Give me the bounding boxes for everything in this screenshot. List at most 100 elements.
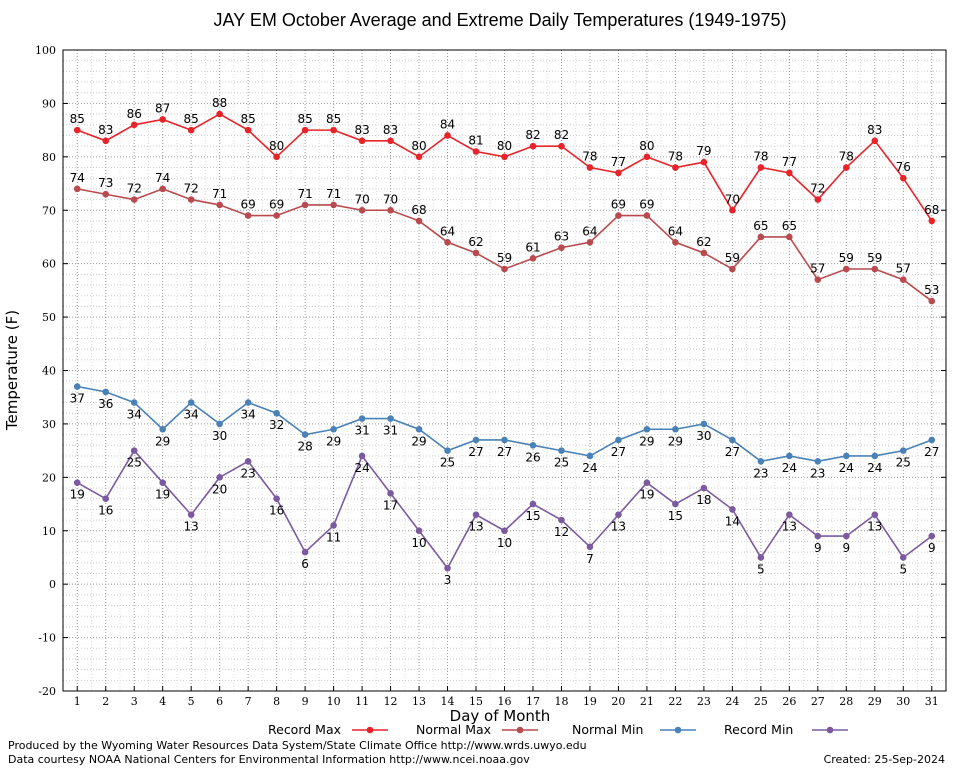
normal-min-data-label: 26 bbox=[525, 450, 540, 464]
y-tick-label: 40 bbox=[42, 365, 56, 378]
normal-max-data-label: 59 bbox=[839, 251, 854, 265]
record-max-point bbox=[814, 196, 822, 203]
record-min-data-label: 9 bbox=[842, 541, 850, 555]
record-min-data-label: 16 bbox=[98, 504, 113, 518]
record-max-data-label: 78 bbox=[839, 150, 854, 164]
record-max-point bbox=[757, 164, 765, 171]
normal-min-point bbox=[187, 399, 195, 406]
x-tick-label: 17 bbox=[526, 695, 540, 708]
record-max-data-label: 87 bbox=[155, 101, 170, 115]
record-min-data-label: 10 bbox=[411, 536, 426, 550]
record-min-data-label: 15 bbox=[525, 509, 540, 523]
record-min-data-label: 7 bbox=[586, 552, 594, 566]
x-tick-label: 16 bbox=[498, 695, 512, 708]
record-min-point bbox=[501, 527, 508, 535]
normal-min-data-label: 29 bbox=[411, 434, 426, 448]
record-min-data-label: 15 bbox=[668, 509, 683, 523]
record-max-data-label: 80 bbox=[411, 139, 426, 153]
normal-max-data-label: 69 bbox=[639, 198, 654, 212]
y-tick-label: -10 bbox=[38, 632, 56, 645]
normal-min-point bbox=[558, 447, 565, 454]
record-max-data-label: 85 bbox=[297, 112, 312, 126]
normal-max-data-label: 71 bbox=[212, 187, 227, 201]
normal-min-point bbox=[672, 425, 679, 433]
x-tick-label: 4 bbox=[159, 695, 166, 708]
record-max-data-label: 81 bbox=[468, 133, 483, 147]
record-max-point bbox=[558, 142, 565, 150]
normal-max-point bbox=[729, 265, 736, 273]
normal-min-data-label: 34 bbox=[184, 408, 199, 422]
normal-max-data-label: 74 bbox=[70, 171, 85, 185]
record-min-data-label: 11 bbox=[326, 530, 341, 544]
record-max-data-label: 85 bbox=[241, 112, 256, 126]
record-max-data-label: 68 bbox=[924, 203, 939, 217]
record-max-point bbox=[187, 126, 195, 134]
record-min-point bbox=[871, 511, 879, 519]
record-max-point bbox=[786, 169, 793, 177]
record-min-data-label: 16 bbox=[269, 504, 284, 518]
record-min-point bbox=[843, 532, 850, 540]
normal-max-data-label: 57 bbox=[810, 262, 825, 276]
record-max-data-label: 78 bbox=[668, 150, 683, 164]
normal-max-point bbox=[899, 276, 907, 283]
normal-max-point bbox=[387, 206, 394, 214]
record-max-data-label: 80 bbox=[639, 139, 654, 153]
legend-label: Record Min bbox=[724, 722, 793, 737]
record-min-series: 19 16 25 19 13 20 23 16 6 11 24 17 10 3 13 10 15 12 7 13 19 1… bbox=[70, 447, 936, 587]
normal-max-point bbox=[786, 233, 793, 241]
record-max-point bbox=[330, 126, 337, 134]
normal-max-point bbox=[586, 239, 594, 246]
x-tick-label: 26 bbox=[782, 695, 796, 708]
normal-min-data-label: 23 bbox=[810, 466, 825, 480]
normal-min-data-label: 24 bbox=[582, 461, 597, 475]
normal-min-point bbox=[529, 441, 537, 449]
record-min-point bbox=[216, 474, 223, 481]
normal-max-data-label: 59 bbox=[497, 251, 512, 265]
record-min-point bbox=[643, 479, 651, 486]
normal-max-series: 74 73 72 74 72 71 69 69 71 71 70 70 68 64 62 59 61 63 64 69… bbox=[70, 171, 939, 305]
x-tick-label: 29 bbox=[868, 695, 882, 708]
record-min-point bbox=[244, 458, 252, 465]
record-max-data-label: 82 bbox=[525, 128, 540, 142]
record-max-data-label: 84 bbox=[440, 117, 455, 131]
normal-min-data-label: 27 bbox=[725, 445, 740, 459]
normal-max-data-label: 70 bbox=[383, 192, 398, 206]
normal-min-data-label: 27 bbox=[924, 445, 939, 459]
y-tick-label: 30 bbox=[42, 418, 56, 431]
record-min-point bbox=[472, 511, 480, 519]
x-tick-label: 30 bbox=[896, 695, 910, 708]
record-min-data-label: 23 bbox=[241, 466, 256, 480]
x-tick-label: 24 bbox=[725, 695, 739, 708]
record-max-point bbox=[159, 116, 166, 123]
normal-max-point bbox=[672, 239, 679, 246]
normal-min-point bbox=[444, 447, 451, 454]
chart-title: JAY EM October Average and Extreme Daily… bbox=[214, 10, 787, 30]
grid-lines bbox=[63, 50, 946, 691]
normal-max-point bbox=[358, 206, 366, 214]
normal-max-data-label: 70 bbox=[354, 192, 369, 206]
normal-min-data-label: 28 bbox=[297, 440, 312, 454]
normal-max-data-label: 65 bbox=[753, 219, 768, 233]
y-tick-label: 20 bbox=[42, 471, 56, 484]
legend-swatch-marker bbox=[516, 726, 524, 734]
footer-produced-by: Produced by the Wyoming Water Resources … bbox=[8, 739, 587, 752]
x-tick-label: 2 bbox=[102, 695, 109, 708]
legend-swatch-marker bbox=[674, 726, 682, 734]
normal-max-point bbox=[843, 265, 850, 273]
record-max-point bbox=[358, 137, 366, 145]
x-tick-label: 27 bbox=[811, 695, 825, 708]
normal-max-point bbox=[757, 233, 765, 241]
record-min-data-label: 19 bbox=[70, 488, 85, 502]
record-min-data-label: 13 bbox=[611, 520, 626, 534]
normal-max-point bbox=[187, 196, 195, 203]
normal-min-point bbox=[643, 425, 651, 433]
normal-min-data-label: 24 bbox=[867, 461, 882, 475]
record-min-point bbox=[387, 490, 394, 497]
normal-min-data-label: 29 bbox=[326, 434, 341, 448]
record-min-point bbox=[757, 554, 765, 561]
record-min-point bbox=[273, 495, 280, 503]
normal-min-point bbox=[73, 383, 81, 390]
normal-min-point bbox=[216, 420, 223, 428]
